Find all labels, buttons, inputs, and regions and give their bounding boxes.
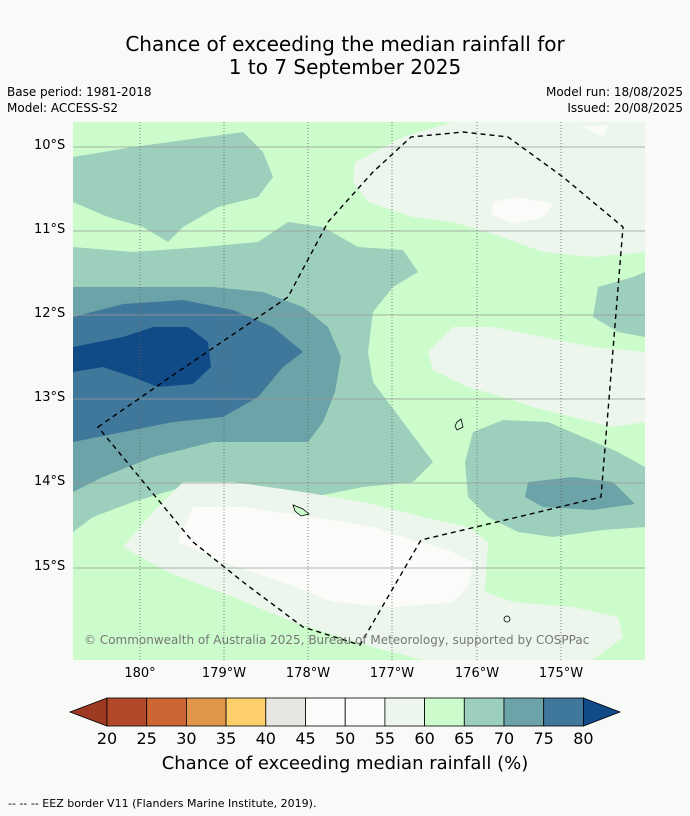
- copyright-credit: © Commonwealth of Australia 2025, Bureau…: [84, 633, 590, 647]
- colorbar-segment: [265, 697, 306, 727]
- lon-label-179w: 179°W: [201, 666, 247, 681]
- colorbar-segment: [106, 697, 148, 727]
- colorbar-tick-label: 55: [374, 729, 396, 748]
- colorbar-tick-label: 35: [215, 729, 237, 748]
- colorbar-segment: [146, 697, 187, 727]
- eez-legend-note: -- -- -- EEZ border V11 (Flanders Marine…: [8, 797, 317, 810]
- lat-label-14s: 14°S: [34, 474, 66, 489]
- lat-label-12s: 12°S: [34, 306, 66, 321]
- colorbar-segment: [185, 697, 227, 727]
- contour-80: [73, 327, 211, 387]
- colorbar-tick-label: 40: [255, 729, 276, 748]
- colorbar-segments: [68, 697, 622, 727]
- model-run: Model run: 18/08/2025: [545, 85, 683, 99]
- issued-date: Issued: 20/08/2025: [567, 101, 683, 115]
- colorbar-tick-label: 45: [295, 729, 316, 748]
- island-2: [292, 504, 310, 517]
- contour-50-bottom: [178, 507, 473, 607]
- colorbar-tick-label: 75: [533, 729, 554, 748]
- rainfall-map: [73, 122, 645, 660]
- lon-label-175w: 175°W: [538, 666, 584, 681]
- lon-label-176w: 176°W: [454, 666, 500, 681]
- lat-label-10s: 10°S: [34, 138, 66, 153]
- colorbar-tick-label: 25: [136, 729, 157, 748]
- lon-label-177w: 177°W: [369, 666, 415, 681]
- base-period: Base period: 1981-2018: [7, 85, 152, 99]
- colorbar-arrow-low: [68, 697, 108, 727]
- colorbar-segment: [305, 697, 346, 727]
- colorbar-segment: [344, 697, 386, 727]
- colorbar-arrow-high: [583, 697, 622, 727]
- contour-50-corner: [583, 125, 608, 137]
- eez-border: [96, 131, 624, 646]
- colorbar-tick-label: 30: [176, 729, 197, 748]
- colorbar: [68, 697, 622, 727]
- colorbar-tick-label: 20: [96, 729, 118, 748]
- graticule: [73, 146, 645, 569]
- lat-label-11s: 11°S: [34, 222, 66, 237]
- contour-70-right: [525, 477, 635, 510]
- map-title-line2: 1 to 7 September 2025: [228, 55, 462, 79]
- colorbar-segment: [384, 697, 425, 727]
- colorbar-segment: [543, 697, 584, 727]
- contour-55-topright: [353, 122, 645, 257]
- lat-label-13s: 13°S: [34, 390, 66, 405]
- contour-65-topleft: [73, 132, 273, 242]
- island-3: [503, 615, 511, 623]
- colorbar-label: Chance of exceeding median rainfall (%): [161, 753, 529, 774]
- island-1: [454, 418, 464, 431]
- contour-65-farright: [593, 272, 645, 337]
- colorbar-tick-label: 50: [335, 729, 356, 748]
- lon-label-178w: 178°W: [285, 666, 331, 681]
- colorbar-tick-label: 70: [493, 729, 515, 748]
- colorbar-segment: [503, 697, 545, 727]
- colorbar-segment: [424, 697, 465, 727]
- map-svg: [73, 122, 645, 660]
- colorbar-tick-label: 65: [454, 729, 475, 748]
- colorbar-tick-label: 80: [573, 729, 594, 748]
- lat-label-15s: 15°S: [34, 559, 66, 574]
- colorbar-segment: [225, 697, 267, 727]
- lon-label-180: 180°: [124, 666, 156, 681]
- colorbar-segment: [463, 697, 505, 727]
- contour-50-topright: [491, 197, 553, 224]
- contour-55-rightmid: [428, 327, 645, 427]
- colorbar-tick-label: 60: [414, 729, 435, 748]
- map-title-line1: Chance of exceeding the median rainfall …: [125, 32, 565, 56]
- model-name: Model: ACCESS-S2: [7, 101, 119, 115]
